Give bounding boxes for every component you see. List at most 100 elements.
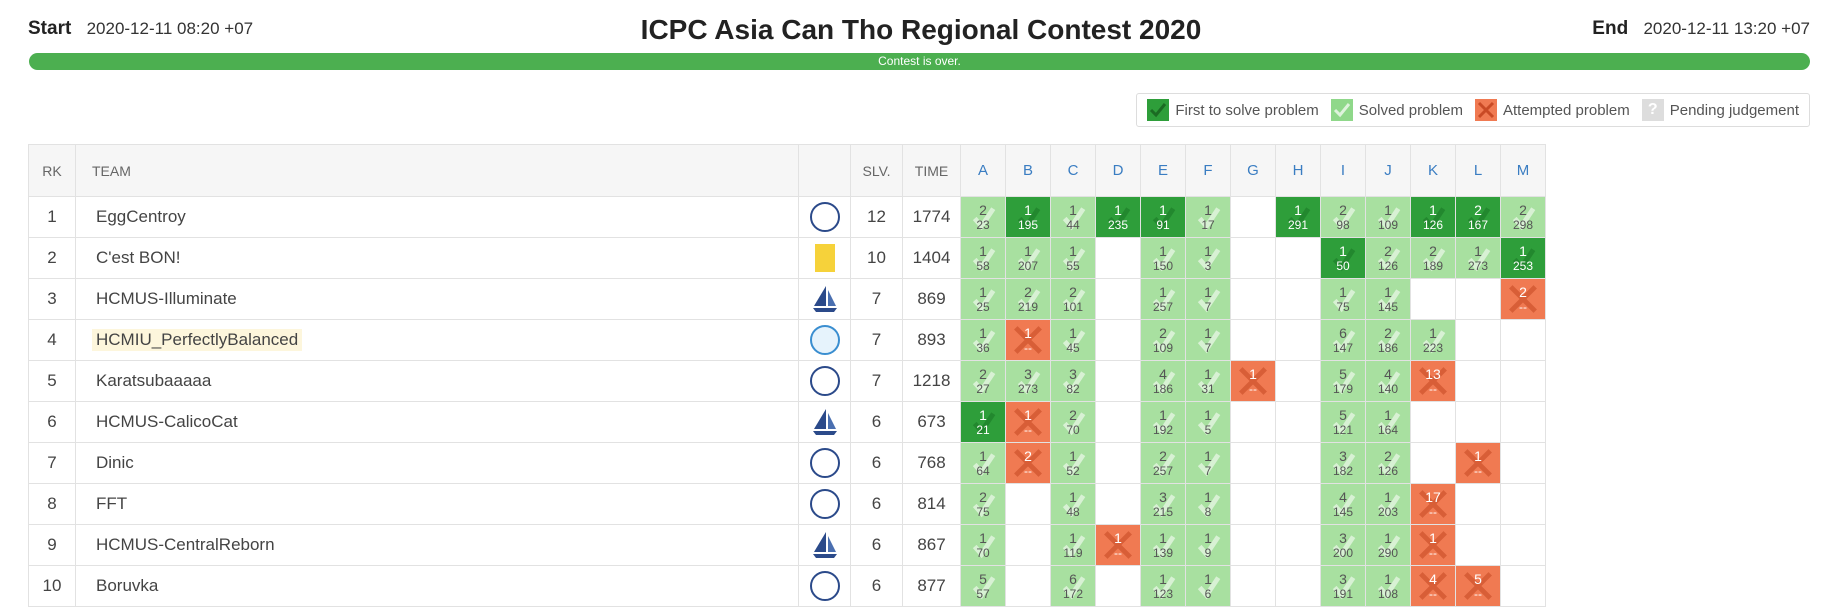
problem-header-m[interactable]: M	[1500, 144, 1546, 197]
solved-result[interactable]: 1 108	[1366, 566, 1410, 606]
solved-result[interactable]: 1 44	[1051, 197, 1095, 237]
solved-result[interactable]: 1 150	[1141, 238, 1185, 278]
problem-header-f[interactable]: F	[1185, 144, 1231, 197]
solved-result[interactable]: 3 191	[1321, 566, 1365, 606]
solved-result[interactable]: 2 189	[1411, 238, 1455, 278]
solved-result[interactable]: 1 164	[1366, 402, 1410, 442]
solved-result[interactable]: 1 55	[1051, 238, 1095, 278]
attempted-result[interactable]: 1 --	[1411, 525, 1455, 565]
team-name-link[interactable]: HCMUS-Illuminate	[96, 289, 237, 308]
solved-result[interactable]: 2 126	[1366, 238, 1410, 278]
rank-header[interactable]: RK	[28, 144, 76, 197]
team-name-link[interactable]: HCMUS-CentralReborn	[96, 535, 275, 554]
solved-result[interactable]: 1 203	[1366, 484, 1410, 524]
attempted-result[interactable]: 4 --	[1411, 566, 1455, 606]
attempted-result[interactable]: 1 --	[1096, 525, 1140, 565]
solved-result[interactable]: 4 140	[1366, 361, 1410, 401]
solved-result[interactable]: 6 172	[1051, 566, 1095, 606]
solved-result[interactable]: 3 200	[1321, 525, 1365, 565]
first-result[interactable]: 1 91	[1141, 197, 1185, 237]
solved-result[interactable]: 1 45	[1051, 320, 1095, 360]
solved-result[interactable]: 2 70	[1051, 402, 1095, 442]
attempted-result[interactable]: 1 --	[1006, 402, 1050, 442]
attempted-result[interactable]: 13 --	[1411, 361, 1455, 401]
solved-result[interactable]: 4 186	[1141, 361, 1185, 401]
solved-result[interactable]: 1 223	[1411, 320, 1455, 360]
solved-result[interactable]: 1 257	[1141, 279, 1185, 319]
solved-result[interactable]: 5 57	[961, 566, 1005, 606]
problem-header-j[interactable]: J	[1365, 144, 1411, 197]
table-row[interactable]: 5 Karatsubaaaaa 7 1218 2 27 3 273 3 82 4 186 1 31 1 -- 5…	[28, 360, 1546, 402]
problem-header-i[interactable]: I	[1320, 144, 1366, 197]
solved-result[interactable]: 1 109	[1366, 197, 1410, 237]
solved-result[interactable]: 2 186	[1366, 320, 1410, 360]
team-name-link[interactable]: EggCentroy	[96, 207, 186, 226]
solved-result[interactable]: 2 75	[961, 484, 1005, 524]
solved-result[interactable]: 5 179	[1321, 361, 1365, 401]
team-name-link[interactable]: Karatsubaaaaa	[96, 371, 212, 390]
table-row[interactable]: 7 Dinic 6 768 1 64 2 -- 1 52 2 257 1 7 3 182 2 126 1 --	[28, 442, 1546, 484]
solved-result[interactable]: 1 52	[1051, 443, 1095, 483]
solved-result[interactable]: 1 75	[1321, 279, 1365, 319]
solved-result[interactable]: 2 101	[1051, 279, 1095, 319]
attempted-result[interactable]: 1 --	[1231, 361, 1275, 401]
problem-header-k[interactable]: K	[1410, 144, 1456, 197]
solved-result[interactable]: 4 145	[1321, 484, 1365, 524]
solved-result[interactable]: 1 273	[1456, 238, 1500, 278]
problem-header-g[interactable]: G	[1230, 144, 1276, 197]
solved-result[interactable]: 1 145	[1366, 279, 1410, 319]
solved-result[interactable]: 1 36	[961, 320, 1005, 360]
team-name-link[interactable]: Dinic	[96, 453, 134, 472]
solved-result[interactable]: 1 17	[1186, 197, 1230, 237]
solved-result[interactable]: 2 23	[961, 197, 1005, 237]
solved-result[interactable]: 2 126	[1366, 443, 1410, 483]
table-row[interactable]: 6 HCMUS-CalicoCat 6 673 1 21 1 -- 2 70 1 192 1 5 5 121 1…	[28, 401, 1546, 443]
table-row[interactable]: 3 HCMUS-Illuminate 7 869 1 25 2 219 2 101 1 257 1 7 1 7…	[28, 278, 1546, 320]
first-result[interactable]: 1 235	[1096, 197, 1140, 237]
solved-result[interactable]: 1 70	[961, 525, 1005, 565]
solved-result[interactable]: 2 109	[1141, 320, 1185, 360]
table-row[interactable]: 9 HCMUS-CentralReborn 6 867 1 70 1 119 1 -- 1 139 1 9…	[28, 524, 1546, 566]
time-header[interactable]: TIME	[902, 144, 961, 197]
solved-result[interactable]: 2 298	[1501, 197, 1545, 237]
table-row[interactable]: 10 Boruvka 6 877 5 57 6 172 1 123 1 6 3 191 1 108 4 -- 5 --	[28, 565, 1546, 607]
attempted-result[interactable]: 2 --	[1501, 279, 1545, 319]
first-result[interactable]: 1 195	[1006, 197, 1050, 237]
attempted-result[interactable]: 17 --	[1411, 484, 1455, 524]
team-header[interactable]: TEAM	[75, 144, 799, 197]
solved-result[interactable]: 2 27	[961, 361, 1005, 401]
team-name-link[interactable]: Boruvka	[96, 576, 159, 595]
solved-result[interactable]: 1 119	[1051, 525, 1095, 565]
table-row[interactable]: 4 HCMIU_PerfectlyBalanced 7 893 1 36 1 -- 1 45 2 10…	[28, 319, 1546, 361]
solved-result[interactable]: 1 25	[961, 279, 1005, 319]
first-result[interactable]: 1 126	[1411, 197, 1455, 237]
problem-header-e[interactable]: E	[1140, 144, 1186, 197]
first-result[interactable]: 1 291	[1276, 197, 1320, 237]
team-name-link[interactable]: C'est BON!	[96, 248, 181, 267]
problem-header-h[interactable]: H	[1275, 144, 1321, 197]
solved-result[interactable]: 1 290	[1366, 525, 1410, 565]
first-result[interactable]: 1 253	[1501, 238, 1545, 278]
solved-result[interactable]: 1 48	[1051, 484, 1095, 524]
solved-result[interactable]: 3 182	[1321, 443, 1365, 483]
solved-result[interactable]: 2 98	[1321, 197, 1365, 237]
solved-result[interactable]: 1 192	[1141, 402, 1185, 442]
attempted-result[interactable]: 5 --	[1456, 566, 1500, 606]
team-name-link[interactable]: FFT	[96, 494, 128, 513]
first-result[interactable]: 2 167	[1456, 197, 1500, 237]
team-name-link[interactable]: HCMIU_PerfectlyBalanced	[92, 329, 303, 351]
problem-header-c[interactable]: C	[1050, 144, 1096, 197]
attempted-result[interactable]: 1 --	[1456, 443, 1500, 483]
solved-result[interactable]: 2 257	[1141, 443, 1185, 483]
solved-result[interactable]: 1 139	[1141, 525, 1185, 565]
solved-result[interactable]: 1 123	[1141, 566, 1185, 606]
table-row[interactable]: 8 FFT 6 814 2 75 1 48 3 215 1 8 4 145 1 203 17 --	[28, 483, 1546, 525]
solved-result[interactable]: 3 273	[1006, 361, 1050, 401]
solved-result[interactable]: 3 82	[1051, 361, 1095, 401]
